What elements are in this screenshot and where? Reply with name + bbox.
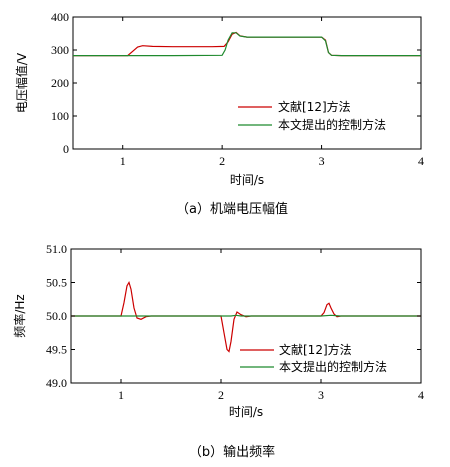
- chart-b: 1 2 3 4 49.0 49.5 50.0 50.5 51.0 时间/s 频率/Hz （b）输…: [12, 242, 424, 460]
- chart-b-caption: （b）输出频率: [189, 444, 275, 460]
- chart-a-legend: 文献[12]方法 本文提出的控制方法: [238, 99, 386, 132]
- chart-a-ytick-label-4: 300: [51, 43, 69, 57]
- chart-b-xtick-label-3: 3: [318, 388, 324, 402]
- chart-b-legend-label-1: 文献[12]方法: [279, 342, 352, 357]
- chart-a-ytick-label-2: 100: [51, 109, 69, 123]
- chart-a-xlabel: 时间/s: [230, 173, 264, 187]
- chart-a-series-line-1: [73, 31, 421, 57]
- chart-a-caption: （a）机端电压幅值: [176, 201, 288, 217]
- chart-a-legend-label-1: 文献[12]方法: [278, 99, 351, 114]
- chart-a-ytick-label-5: 400: [51, 10, 69, 24]
- chart-b-series-layer: [71, 281, 421, 353]
- chart-a-xtick-label-2: 2: [219, 154, 225, 168]
- chart-a-ylabel: 电压幅值/V: [14, 52, 29, 113]
- chart-b-ticks: 1 2 3 4 49.0 49.5 50.0 50.5 51.0: [46, 242, 424, 402]
- chart-b-ytick-label-4: 50.5: [46, 276, 67, 290]
- chart-a-xtick-label-4: 4: [418, 154, 424, 168]
- chart-b-xlabel: 时间/s: [229, 405, 263, 419]
- chart-a-xtick-label-1: 1: [120, 154, 126, 168]
- chart-b-ytick-label-1: 49.0: [46, 376, 67, 390]
- chart-b-ytick-label-3: 50.0: [46, 309, 67, 323]
- chart-a-legend-label-2: 本文提出的控制方法: [278, 117, 386, 132]
- chart-b-legend-label-2: 本文提出的控制方法: [279, 359, 387, 374]
- chart-a-ticks: 1 2 3 4 0 100 200 300 400: [51, 10, 424, 168]
- chart-b-ylabel: 频率/Hz: [12, 294, 27, 337]
- chart-b-ytick-label-2: 49.5: [46, 343, 67, 357]
- chart-a-series-line-2: [73, 32, 421, 57]
- chart-a-ytick-label-1: 0: [63, 142, 69, 156]
- chart-b-series-line-2: [71, 314, 421, 317]
- chart-a-xtick-label-3: 3: [319, 154, 325, 168]
- chart-b-legend: 文献[12]方法 本文提出的控制方法: [240, 342, 387, 374]
- chart-a-ytick-label-3: 200: [51, 76, 69, 90]
- chart-b-xtick-label-1: 1: [118, 388, 124, 402]
- chart-b-xtick-label-4: 4: [418, 388, 424, 402]
- chart-b-series-line-1: [71, 281, 421, 353]
- chart-b-xtick-label-2: 2: [218, 388, 224, 402]
- chart-a-series-layer: [73, 31, 421, 57]
- chart-b-ytick-label-5: 51.0: [46, 242, 67, 256]
